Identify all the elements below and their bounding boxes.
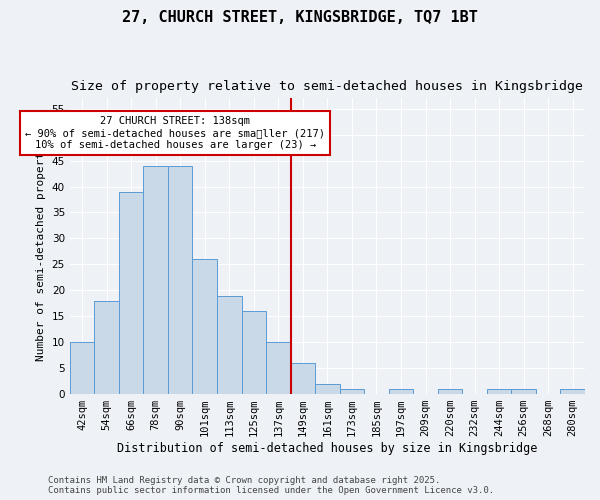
Bar (266, 342, 290, 394)
Bar (438, 389, 463, 394)
X-axis label: Distribution of semi-detached houses by size in Kingsbridge: Distribution of semi-detached houses by … (117, 442, 538, 455)
Bar (242, 311, 266, 394)
Bar (511, 389, 536, 394)
Bar (290, 363, 315, 394)
Bar (119, 192, 143, 394)
Bar (94, 300, 119, 394)
Bar (168, 166, 193, 394)
Bar (143, 166, 168, 394)
Bar (193, 259, 217, 394)
Bar (315, 384, 340, 394)
Text: 27, CHURCH STREET, KINGSBRIDGE, TQ7 1BT: 27, CHURCH STREET, KINGSBRIDGE, TQ7 1BT (122, 10, 478, 25)
Text: Contains HM Land Registry data © Crown copyright and database right 2025.
Contai: Contains HM Land Registry data © Crown c… (48, 476, 494, 495)
Title: Size of property relative to semi-detached houses in Kingsbridge: Size of property relative to semi-detach… (71, 80, 583, 93)
Bar (389, 389, 413, 394)
Bar (70, 342, 94, 394)
Bar (560, 389, 585, 394)
Bar (487, 389, 511, 394)
Y-axis label: Number of semi-detached properties: Number of semi-detached properties (36, 132, 46, 361)
Bar (217, 296, 242, 394)
Text: 27 CHURCH STREET: 138sqm
← 90% of semi-detached houses are sma​ller (217)
10% of: 27 CHURCH STREET: 138sqm ← 90% of semi-d… (25, 116, 325, 150)
Bar (340, 389, 364, 394)
